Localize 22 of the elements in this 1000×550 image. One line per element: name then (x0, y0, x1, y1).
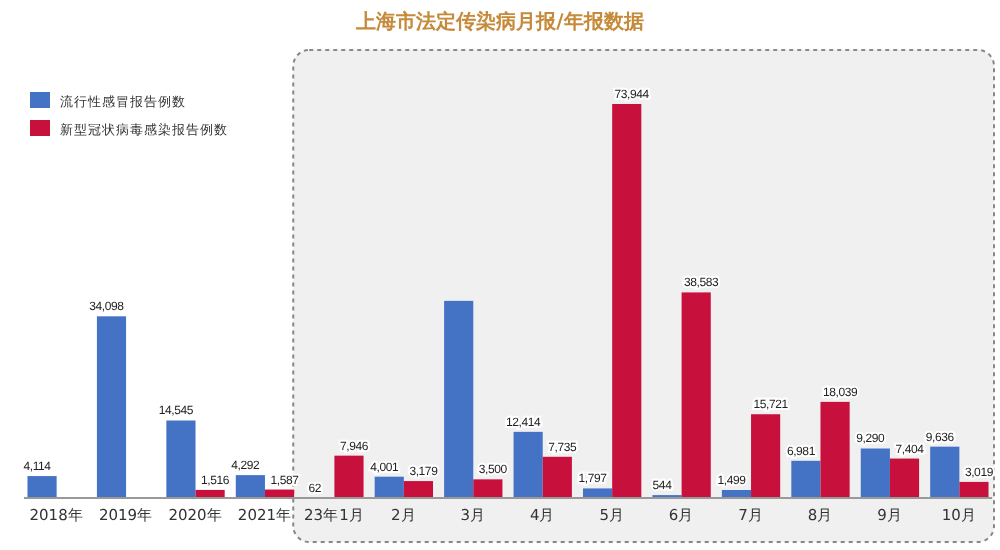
bar (444, 300, 474, 498)
bar (473, 479, 503, 498)
bar (930, 446, 960, 498)
bar (235, 475, 265, 498)
bar (612, 104, 642, 498)
chart-title: 上海市法定传染病月报/年报数据 (354, 10, 644, 34)
bar (889, 458, 920, 498)
bar (791, 460, 821, 498)
bar (334, 455, 364, 498)
bar (403, 481, 434, 498)
bar (681, 292, 711, 498)
bar (583, 488, 613, 498)
bar (542, 456, 572, 498)
bar (820, 401, 850, 498)
bar (27, 476, 57, 498)
bar (513, 431, 543, 498)
bar (751, 414, 781, 498)
bar (96, 316, 127, 498)
bar (374, 476, 404, 498)
bar (860, 448, 890, 498)
bar (959, 481, 989, 498)
bar (166, 420, 196, 498)
